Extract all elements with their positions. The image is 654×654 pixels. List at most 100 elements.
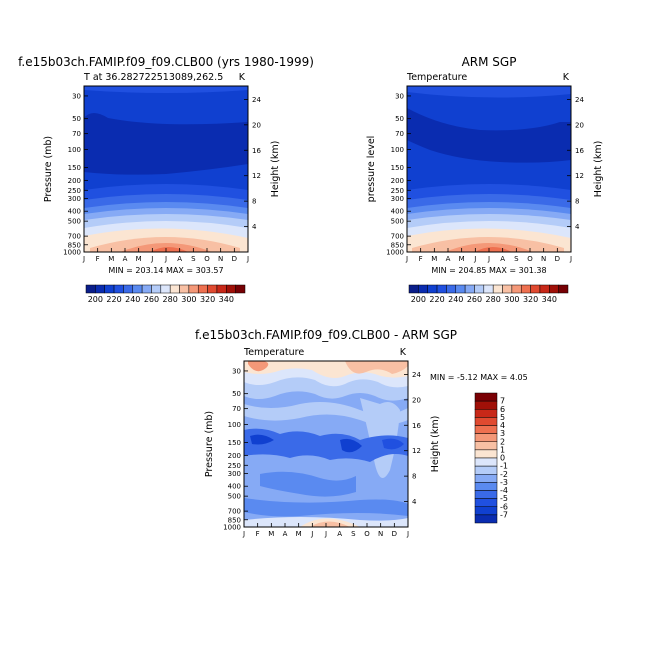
colorbar-swatch (558, 284, 569, 294)
panel-model-stats: MIN = 203.14 MAX = 303.57 (108, 266, 223, 275)
pressure-tick-label: 400 (228, 483, 241, 491)
pressure-tick-label: 70 (72, 130, 81, 138)
panel-diff: f.e15b03ch.FAMIP.f09_f09.CLB00 - ARM SGP… (195, 328, 528, 538)
colorbar-label: -4 (500, 486, 508, 495)
month-tick-label: M (136, 255, 142, 263)
colorbar-label: 1 (500, 445, 505, 454)
panel-obs-ylabel-left: pressure level (366, 136, 377, 203)
month-tick-label: J (82, 255, 85, 263)
pressure-tick-label: 500 (391, 218, 404, 226)
colorbar-label: 200 (88, 295, 103, 304)
colorbar-swatch (446, 284, 457, 294)
month-tick-label: D (555, 255, 560, 263)
colorbar-label: 340 (542, 295, 557, 304)
month-tick-label: J (487, 255, 490, 263)
pressure-tick-label: 850 (68, 241, 81, 249)
colorbar-label: 0 (500, 454, 505, 463)
height-tick-label: 20 (575, 121, 584, 129)
panel-model-subtitle-left: T at 36.282722513089,262.5 (83, 72, 223, 83)
panel-obs-subtitle-left: Temperature (406, 72, 467, 83)
colorbar-label: 300 (181, 295, 196, 304)
panel-obs-subtitle-right: K (563, 72, 570, 83)
colorbar-swatch (418, 284, 428, 294)
pressure-tick-label: 1000 (386, 249, 404, 257)
colorbar-label: 220 (429, 295, 444, 304)
colorbar-label: 2 (500, 437, 505, 446)
height-tick-label: 8 (252, 198, 256, 206)
colorbar-swatch (85, 284, 96, 294)
colorbar-swatch (474, 506, 498, 516)
month-tick-label: A (123, 255, 128, 263)
colorbar-swatch (539, 284, 550, 294)
month-tick-label: F (419, 255, 423, 263)
month-tick-label: M (108, 255, 114, 263)
colorbar-swatch (474, 514, 498, 524)
colorbar-swatch (141, 284, 152, 294)
colorbar-swatch (226, 284, 236, 294)
pressure-tick-label: 50 (395, 115, 404, 123)
colorbar-label: 280 (163, 295, 178, 304)
height-tick-label: 12 (252, 172, 261, 180)
colorbar-swatch (502, 284, 513, 294)
colorbar-swatch (474, 417, 498, 426)
panel-obs-title: ARM SGP (462, 55, 517, 69)
colorbar-swatch (474, 498, 498, 507)
month-tick-label: J (246, 255, 249, 263)
month-tick-label: J (242, 530, 245, 538)
panel-obs-stats: MIN = 204.85 MAX = 301.38 (431, 266, 546, 275)
month-tick-label: D (392, 530, 397, 538)
pressure-tick-label: 250 (391, 187, 404, 195)
pressure-tick-label: 200 (391, 177, 404, 185)
colorbar-temperature-right: 200 220 240 260 280 300 320 340 (408, 284, 569, 304)
month-tick-label: M (459, 255, 465, 263)
month-tick-label: J (164, 255, 167, 263)
pressure-tick-label: 150 (68, 164, 81, 172)
month-tick-label: N (218, 255, 223, 263)
colorbar-swatch (235, 284, 246, 294)
pressure-tick-label: 400 (68, 208, 81, 216)
month-tick-label: A (283, 530, 288, 538)
colorbar-swatch (455, 284, 466, 294)
height-tick-label: 12 (412, 447, 421, 455)
panel-model-ylabel-left: Pressure (mb) (43, 136, 54, 202)
colorbar-label: 260 (467, 295, 482, 304)
month-tick-label: O (204, 255, 210, 263)
colorbar-swatch (427, 284, 438, 294)
colorbar-swatch (464, 284, 475, 294)
pressure-tick-label: 30 (232, 367, 241, 375)
panel-diff-stats: MIN = -5.12 MAX = 4.05 (430, 373, 528, 382)
height-tick-label: 24 (575, 96, 584, 104)
pressure-tick-label: 50 (72, 115, 81, 123)
panel-obs-contours (407, 86, 571, 252)
colorbar-swatch (207, 284, 218, 294)
pressure-tick-label: 300 (391, 195, 404, 203)
pressure-tick-label: 100 (68, 146, 81, 154)
height-tick-label: 8 (575, 198, 579, 206)
month-tick-label: N (541, 255, 546, 263)
month-tick-label: M (431, 255, 437, 263)
colorbar-swatch (474, 425, 498, 434)
month-tick-label: J (310, 530, 313, 538)
pressure-tick-label: 300 (228, 470, 241, 478)
colorbar-label: 3 (500, 429, 505, 438)
pressure-tick-label: 30 (395, 92, 404, 100)
panel-diff-ylabel-right: Height (km) (430, 416, 441, 473)
pressure-tick-label: 1000 (223, 524, 241, 532)
pressure-tick-label: 200 (68, 177, 81, 185)
colorbar-swatch (474, 392, 498, 402)
panel-model-subtitle-right: K (239, 72, 246, 83)
month-tick-label: F (256, 530, 260, 538)
colorbar-label: 240 (448, 295, 463, 304)
colorbar-swatch (474, 449, 498, 459)
month-tick-label: O (527, 255, 533, 263)
panel-model-contours (84, 86, 248, 252)
panel-diff-subtitle-left: Temperature (243, 347, 304, 358)
pressure-tick-label: 150 (391, 164, 404, 172)
colorbar-swatch (474, 482, 498, 491)
colorbar-swatch (113, 284, 124, 294)
panel-diff-title: f.e15b03ch.FAMIP.f09_f09.CLB00 - ARM SGP (195, 328, 457, 342)
month-tick-label: S (351, 530, 356, 538)
colorbar-label: -2 (500, 470, 508, 479)
colorbar-swatch (474, 465, 498, 475)
colorbar-label: 260 (144, 295, 159, 304)
